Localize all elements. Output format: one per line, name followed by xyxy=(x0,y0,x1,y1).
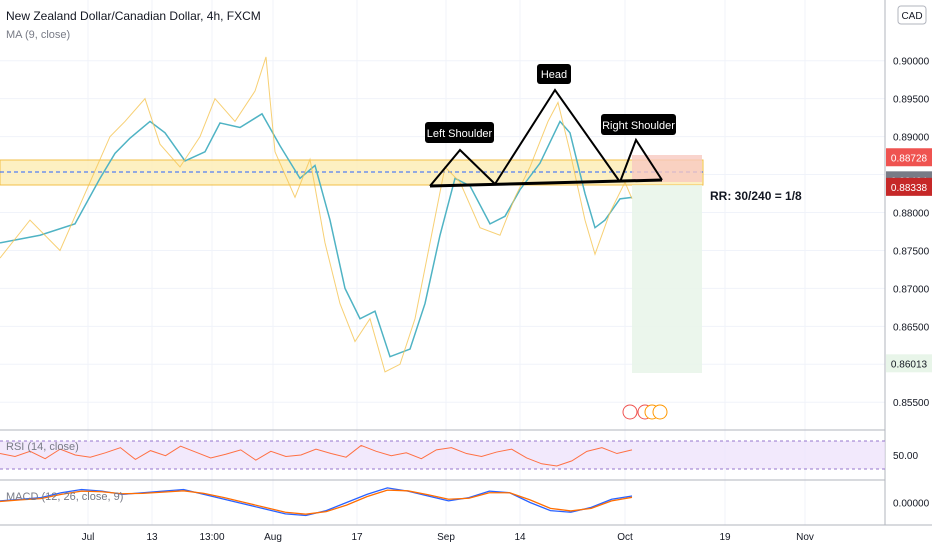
time-tick-label: 13:00 xyxy=(199,532,224,543)
price-tick-label: 0.87000 xyxy=(893,284,930,295)
currency-button[interactable]: CAD xyxy=(897,5,927,25)
head-pattern[interactable] xyxy=(494,88,621,185)
head-text: Head xyxy=(541,69,567,81)
macd-label[interactable]: MACD (12, 26, close, 9) xyxy=(6,491,123,503)
grid-lines xyxy=(0,0,885,525)
price-tag-label: 0.88728 xyxy=(891,153,928,164)
macd-series-layer: 0.00000 xyxy=(0,487,930,517)
rsi-tick-label: 50.00 xyxy=(893,451,918,462)
macd-tick-label: 0.00000 xyxy=(893,499,930,510)
risk-reward-note: RR: 30/240 = 1/8 xyxy=(710,189,802,203)
price-line xyxy=(0,56,633,373)
take-profit-box[interactable] xyxy=(632,185,702,373)
rsi-band xyxy=(0,441,885,469)
economic-events-icons[interactable] xyxy=(622,404,668,420)
time-tick-label: Oct xyxy=(617,532,633,543)
head-label[interactable]: Head xyxy=(537,64,571,84)
price-tag xyxy=(886,354,932,373)
price-series-layer xyxy=(0,56,633,373)
right-shoulder-label[interactable]: Right Shoulder xyxy=(601,114,676,135)
rsi-series-layer: 50.00 xyxy=(0,444,918,467)
macd-signal-line xyxy=(0,489,633,515)
left-shoulder-pattern[interactable] xyxy=(429,148,496,187)
price-tick-label: 0.87500 xyxy=(893,246,930,257)
price-tick-label: 0.86500 xyxy=(893,322,930,333)
time-tick-label: Sep xyxy=(437,532,455,543)
currency-button-label: CAD xyxy=(901,11,922,22)
left-shoulder-label[interactable]: Left Shoulder xyxy=(425,122,494,143)
price-tag-label: 0.86013 xyxy=(891,359,928,370)
time-tick-label: Aug xyxy=(264,532,282,543)
stop-loss-box[interactable] xyxy=(632,155,702,182)
time-axis[interactable]: Jul 13 13:00 Aug 17 Sep 14 Oct 19 Nov xyxy=(82,532,814,543)
price-tick-label: 0.90000 xyxy=(893,57,930,68)
price-tick-label: 0.85500 xyxy=(893,398,930,409)
price-tick-label: 0.88000 xyxy=(893,209,930,220)
time-tick-label: 19 xyxy=(719,532,731,543)
right-shoulder-pattern[interactable] xyxy=(619,137,663,183)
rsi-line xyxy=(0,444,633,467)
right-shoulder-text: Right Shoulder xyxy=(602,120,675,132)
price-tag xyxy=(886,148,932,167)
time-tick-label: Jul xyxy=(82,532,95,543)
price-tick-label: 0.89500 xyxy=(893,95,930,106)
time-tick-label: 13 xyxy=(146,532,158,543)
price-tag xyxy=(886,177,932,196)
time-tick-label: 14 xyxy=(514,532,526,543)
time-tick-label: 17 xyxy=(351,532,363,543)
ma-line xyxy=(0,112,633,358)
price-tick-label: 0.89000 xyxy=(893,133,930,144)
neckline[interactable] xyxy=(429,178,663,188)
left-shoulder-text: Left Shoulder xyxy=(427,128,493,140)
ma-indicator-label[interactable]: MA (9, close) xyxy=(6,29,70,41)
symbol-title: New Zealand Dollar/Canadian Dollar, 4h, … xyxy=(6,9,261,23)
time-tick-label: Nov xyxy=(796,532,814,543)
price-tag-label: 0.88338 xyxy=(891,183,928,194)
rsi-label[interactable]: RSI (14, close) xyxy=(6,441,79,453)
